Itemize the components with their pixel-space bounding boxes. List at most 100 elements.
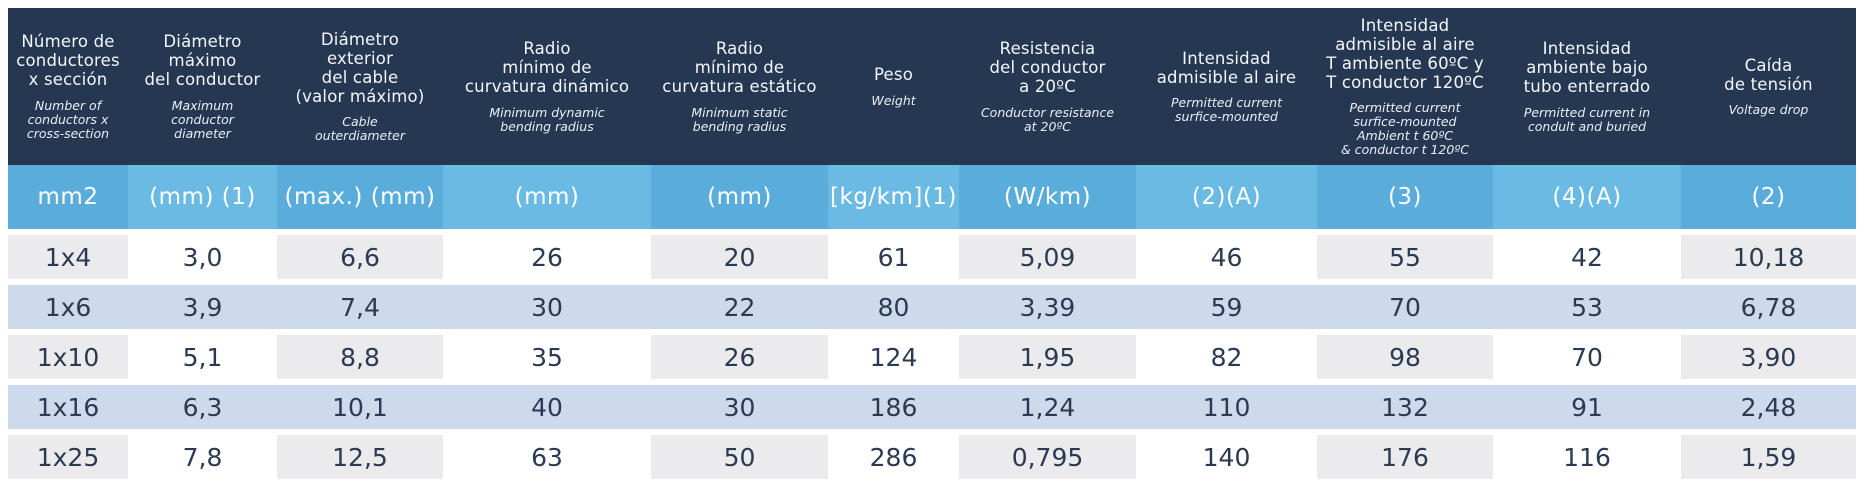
table-cell: 26 [531,242,563,272]
table-cell: 132 [1381,392,1429,422]
table-cell: 6,6 [277,235,443,279]
unit-cell: (2)(A) [1136,165,1317,229]
table-cell: 22 [723,292,756,322]
table-cell: 6,78 [1740,292,1797,322]
header-es: Diámetro exterior del cable (valor máxim… [295,29,425,106]
table-row-1x10: 1x10 5,1 8,8 35 26 124 1,95 82 98 70 3,9… [8,335,1856,379]
table-cell: 116 [1563,442,1611,472]
table-cell: 1x16 [36,392,100,422]
unit-cell: mm2 [8,165,128,229]
table-cell: 3,0 [182,242,223,272]
header-cell-current-buried: Intensidad ambiente bajo tubo enterrado … [1493,8,1681,165]
unit-cell: (2) [1681,165,1856,229]
header-es: Diámetro máximo del conductor [144,32,261,90]
header-cell-current-air-60-120: Intensidad admisible al aire T ambiente … [1317,8,1493,165]
table-cell: 7,8 [182,442,223,472]
table-cell: 30 [723,392,756,422]
header-es: Intensidad admisible al aire T ambiente … [1326,15,1484,92]
table-row-1x6: 1x6 3,9 7,4 30 22 80 3,39 59 70 53 6,78 [8,285,1856,329]
table-cell: 10,1 [332,392,388,422]
header-cell-voltage-drop: Caída de tensión Voltage drop [1681,8,1856,165]
table-cell: 26 [651,335,828,379]
table-cell: 8,8 [277,335,443,379]
table-cell: 6,3 [182,392,223,422]
header-cell-dynamic-radius: Radio mínimo de curvatura dinámico Minim… [443,8,651,165]
header-en: Minimum static bending radius [691,104,788,134]
table-cell: 61 [877,242,910,272]
table-cell: 35 [531,342,563,372]
header-cell-weight: Peso Weight [828,8,959,165]
table-row-1x25: 1x25 7,8 12,5 63 50 286 0,795 140 176 11… [8,435,1856,479]
table-cell: 98 [1317,335,1493,379]
table-cell: 1x10 [8,335,128,379]
header-cell-conductors: Número de conductores x sección Number o… [8,8,128,165]
table-cell: 0,795 [959,435,1136,479]
table-cell: 10,18 [1681,235,1856,279]
header-cell-outer-diameter: Diámetro exterior del cable (valor máxim… [277,8,443,165]
header-cell-resistance: Resistencia del conductor a 20ºC Conduct… [959,8,1136,165]
table-row-1x16: 1x16 6,3 10,1 40 30 186 1,24 110 132 91 … [8,385,1856,429]
unit-cell: (mm) (1) [128,165,277,229]
table-cell: 1,95 [959,335,1136,379]
header-cell-static-radius: Radio mínimo de curvatura estático Minim… [651,8,828,165]
unit-cell: (max.) (mm) [277,165,443,229]
table-cell: 40 [531,392,563,422]
table-cell: 1x25 [8,435,128,479]
table-cell: 1,59 [1681,435,1856,479]
table-cell: 55 [1317,235,1493,279]
table-cell: 3,39 [1019,292,1076,322]
table-cell: 186 [869,392,918,422]
table-cell: 176 [1317,435,1493,479]
table-cell: 42 [1571,242,1603,272]
table-cell: 5,1 [182,342,223,372]
header-es: Intensidad admisible al aire [1156,48,1297,87]
header-en: Permitted current surfice-mounted Ambien… [1341,100,1469,158]
table-cell: 30 [531,292,563,322]
table-cell: 80 [877,292,910,322]
header-en: Permitted current surfice-mounted [1170,95,1282,125]
header-es: Radio mínimo de curvatura dinámico [464,39,630,97]
table-cell: 140 [1202,442,1251,472]
table-row-1x4: 1x4 3,0 6,6 26 20 61 5,09 46 55 42 10,18 [8,235,1856,279]
unit-cell: (mm) [651,165,828,229]
table-cell: 110 [1202,392,1251,422]
header-en: Voltage drop [1728,102,1809,118]
header-row: Número de conductores x sección Number o… [8,8,1856,165]
table-cell: 286 [869,442,918,472]
table-cell: 70 [1389,292,1421,322]
table-cell: 1x4 [8,235,128,279]
header-en: Conductor resistance at 20ºC [980,104,1115,134]
header-cell-max-diameter: Diámetro máximo del conductor Maximum co… [128,8,277,165]
table-cell: 59 [1210,292,1243,322]
unit-cell: (mm) [443,165,651,229]
spec-table: Número de conductores x sección Number o… [8,8,1856,479]
table-cell: 63 [531,442,563,472]
header-es: Radio mínimo de curvatura estático [662,39,817,97]
header-en: Weight [871,92,916,108]
table-cell: 5,09 [959,235,1136,279]
header-en: Number of conductors x cross-section [26,97,110,141]
table-cell: 20 [651,235,828,279]
table-cell: 1x6 [44,292,92,322]
header-en: Permitted current in condult and buried [1523,104,1651,134]
table-cell: 7,4 [340,292,380,322]
header-es: Número de conductores x sección [16,32,120,90]
table-cell: 2,48 [1740,392,1797,422]
table-cell: 12,5 [277,435,443,479]
table-cell: 3,90 [1681,335,1856,379]
header-en: Minimum dynamic bending radius [489,104,605,134]
unit-cell: [kg/km](1) [828,165,959,229]
unit-cell: (W/km) [959,165,1136,229]
header-es: Caída de tensión [1724,55,1813,94]
header-en: Cable outerdiameter [315,114,405,144]
header-es: Resistencia del conductor a 20ºC [989,39,1106,97]
table-cell: 91 [1571,392,1603,422]
table-cell: 53 [1571,292,1603,322]
table-cell: 1,24 [1019,392,1076,422]
unit-cell: (3) [1317,165,1493,229]
header-en: Maximum conductor diameter [171,97,234,141]
units-row: mm2 (mm) (1) (max.) (mm) (mm) (mm) [kg/k… [8,165,1856,229]
table-cell: 50 [651,435,828,479]
header-es: Intensidad ambiente bajo tubo enterrado [1523,39,1651,97]
table-cell: 46 [1210,242,1243,272]
